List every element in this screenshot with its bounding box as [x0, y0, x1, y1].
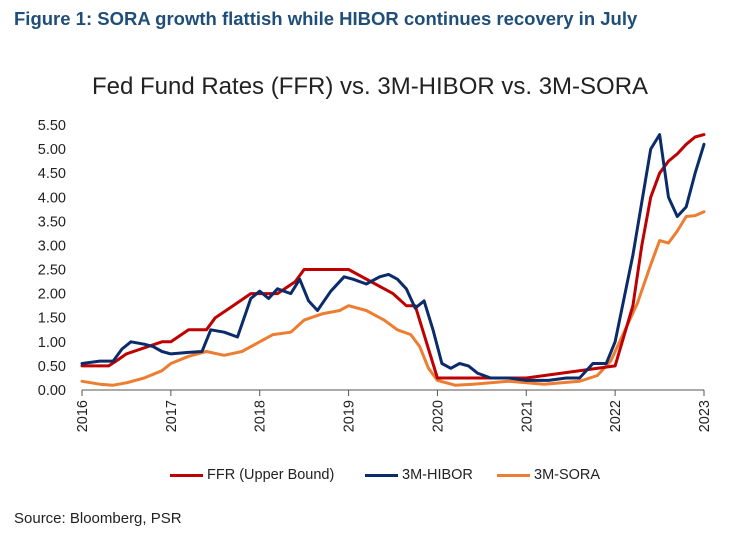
- legend-swatch-ffr: [170, 473, 203, 477]
- source-note: Source: Bloomberg, PSR: [14, 510, 182, 527]
- legend-swatch-hibor: [365, 473, 398, 477]
- series-line-3m-sora: [80, 210, 706, 387]
- x-tick-label: 2023: [697, 400, 713, 432]
- chart-axes: 0.00 0.50 1.00 1.50 2.00 2.50 3.00 3.50 4.00 4.50…: [38, 118, 713, 432]
- y-tick-label: 4.00: [38, 190, 66, 206]
- legend-item-ffr: FFR (Upper Bound): [170, 467, 334, 483]
- series-line-3m-hibor: [80, 133, 706, 382]
- chart-title: Fed Fund Rates (FFR) vs. 3M-HIBOR vs. 3M…: [91, 73, 649, 100]
- y-tick-label: 1.00: [38, 335, 66, 351]
- x-tick-label: 2018: [253, 400, 269, 432]
- legend-label-sora: 3M-SORA: [534, 467, 601, 483]
- legend-swatch-sora: [497, 473, 530, 477]
- y-tick-label: 5.00: [38, 142, 66, 158]
- x-tick-label: 2020: [430, 400, 446, 432]
- x-tick-label: 2019: [342, 400, 358, 432]
- x-tick-label: 2017: [164, 400, 180, 432]
- y-tick-label: 3.00: [38, 238, 66, 254]
- x-tick-label: 2021: [519, 400, 535, 432]
- y-tick-label: 5.50: [38, 118, 66, 134]
- y-tick-label: 2.00: [38, 287, 66, 303]
- y-tick-label: 1.50: [38, 311, 66, 327]
- x-tick-label: 2016: [75, 400, 91, 432]
- y-tick-label: 3.50: [38, 214, 66, 230]
- legend-label-hibor: 3M-HIBOR: [402, 467, 473, 483]
- y-tick-label: 4.50: [38, 166, 66, 182]
- y-tick-label: 0.00: [38, 383, 66, 399]
- series-line-ffr-upper-bound: [80, 133, 706, 380]
- figure-title: Figure 1: SORA growth flattish while HIB…: [14, 8, 638, 29]
- legend-item-hibor: 3M-HIBOR: [365, 467, 473, 483]
- x-tick-label: 2022: [608, 400, 624, 432]
- legend-label-ffr: FFR (Upper Bound): [207, 467, 335, 483]
- y-tick-label: 0.50: [38, 359, 66, 375]
- legend-item-sora: 3M-SORA: [497, 467, 600, 483]
- chart-series: [80, 133, 706, 387]
- y-tick-label: 2.50: [38, 263, 66, 279]
